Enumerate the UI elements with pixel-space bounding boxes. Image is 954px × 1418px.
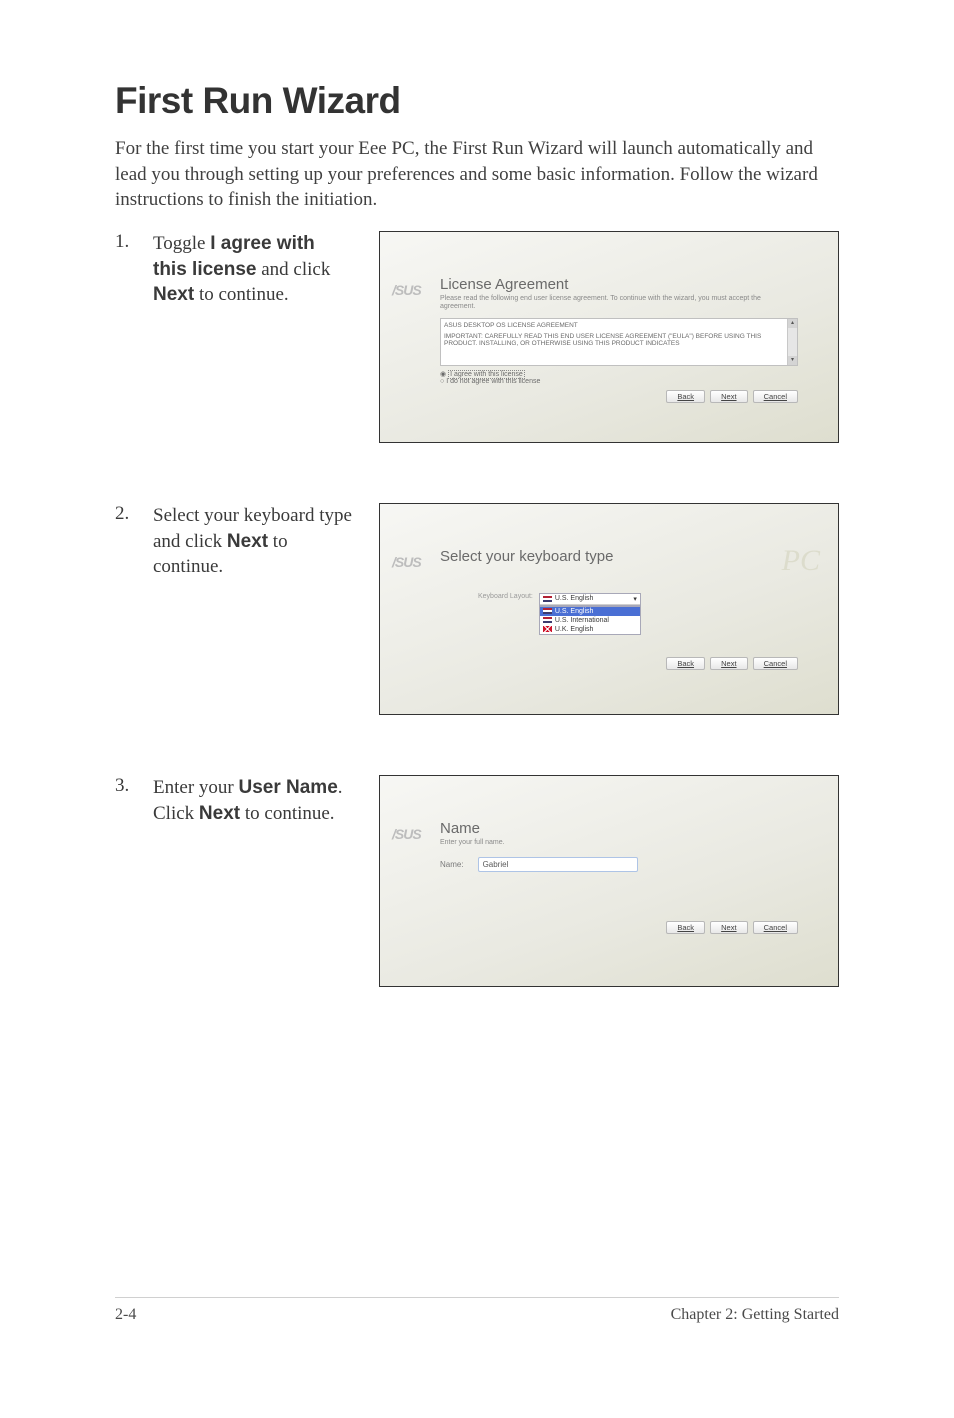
button-row: Back Next Cancel <box>440 657 798 670</box>
radio-group: ◉ I agree with this license ○ I do not a… <box>440 370 798 385</box>
button-row: Back Next Cancel <box>440 390 798 403</box>
name-label: Name: <box>440 860 464 869</box>
chevron-down-icon: ▾ <box>633 595 637 603</box>
button-row: Back Next Cancel <box>440 921 798 934</box>
keyboard-layout-label: Keyboard Layout: <box>478 593 533 600</box>
text: to continue. <box>194 284 288 305</box>
license-panel: License Agreement Please read the follow… <box>440 276 798 414</box>
panel-title: Name <box>440 820 798 837</box>
bold-text: Next <box>227 531 268 552</box>
next-button[interactable]: Next <box>710 921 747 934</box>
eula-line: IMPORTANT: CAREFULLY READ THIS END USER … <box>444 333 794 347</box>
step-number: 3. <box>115 775 135 797</box>
select-value: U.S. English <box>555 595 594 602</box>
option-us-english[interactable]: U.S. English <box>540 607 640 616</box>
page-footer: 2-4 Chapter 2: Getting Started <box>115 1297 839 1324</box>
chapter-label: Chapter 2: Getting Started <box>671 1306 839 1324</box>
eula-line: ASUS DESKTOP OS LICENSE AGREEMENT <box>444 322 794 329</box>
select-head[interactable]: U.S. English ▾ <box>540 594 640 605</box>
screenshot-name: /SUS Name Enter your full name. Name: Ga… <box>379 775 839 987</box>
name-panel: Name Enter your full name. Name: Gabriel… <box>440 820 798 958</box>
cancel-button[interactable]: Cancel <box>753 657 798 670</box>
step-number: 1. <box>115 231 135 253</box>
select-dropdown: U.S. English U.S. International U.K. Eng… <box>539 606 641 635</box>
asus-logo: /SUS <box>392 826 421 842</box>
name-input-row: Name: Gabriel <box>440 857 798 872</box>
step-text: Select your keyboard type and click Next… <box>153 503 361 580</box>
back-button[interactable]: Back <box>666 657 705 670</box>
back-button[interactable]: Back <box>666 921 705 934</box>
scrollbar[interactable]: ▴ ▾ <box>787 319 797 365</box>
page-title: First Run Wizard <box>115 80 839 122</box>
bold-text: Next <box>153 284 194 305</box>
next-button[interactable]: Next <box>710 657 747 670</box>
bold-text: User Name <box>238 777 337 798</box>
option-us-intl[interactable]: U.S. International <box>540 616 640 625</box>
page-number: 2-4 <box>115 1306 136 1324</box>
cancel-button[interactable]: Cancel <box>753 390 798 403</box>
panel-subtitle: Enter your full name. <box>440 839 798 847</box>
scroll-up-icon[interactable]: ▴ <box>788 319 797 328</box>
cancel-button[interactable]: Cancel <box>753 921 798 934</box>
name-input[interactable]: Gabriel <box>478 857 638 872</box>
eula-textbox: ASUS DESKTOP OS LICENSE AGREEMENT IMPORT… <box>440 318 798 366</box>
text: Enter your <box>153 777 238 798</box>
intro-text: For the first time you start your Eee PC… <box>115 136 839 213</box>
flag-us-icon <box>543 617 552 623</box>
keyboard-panel: Select your keyboard type Keyboard Layou… <box>440 548 798 686</box>
step-number: 2. <box>115 503 135 525</box>
flag-uk-icon <box>543 626 552 632</box>
screenshot-license: /SUS License Agreement Please read the f… <box>379 231 839 443</box>
panel-subtitle: Please read the following end user licen… <box>440 295 798 312</box>
screenshot-keyboard: /SUS PC Select your keyboard type Keyboa… <box>379 503 839 715</box>
asus-logo: /SUS <box>392 554 421 570</box>
step-text: Toggle I agree with this license and cli… <box>153 231 361 308</box>
panel-title: Select your keyboard type <box>440 548 798 565</box>
scroll-down-icon[interactable]: ▾ <box>788 356 797 365</box>
page: First Run Wizard For the first time you … <box>0 0 954 1360</box>
bold-text: Next <box>199 803 240 824</box>
next-button[interactable]: Next <box>710 390 747 403</box>
flag-us-icon <box>543 596 552 602</box>
step-3: 3. Enter your User Name. Click Next to c… <box>115 775 839 987</box>
text: and click <box>257 259 331 280</box>
panel-title: License Agreement <box>440 276 798 293</box>
keyboard-select[interactable]: U.S. English ▾ U.S. English U.S. Interna… <box>539 593 641 606</box>
text: Toggle <box>153 233 210 254</box>
back-button[interactable]: Back <box>666 390 705 403</box>
step-2: 2. Select your keyboard type and click N… <box>115 503 839 715</box>
step-text: Enter your User Name. Click Next to cont… <box>153 775 361 826</box>
asus-logo: /SUS <box>392 282 421 298</box>
flag-us-icon <box>543 608 552 614</box>
radio-bullet-icon[interactable]: ◉ <box>440 371 448 378</box>
option-uk-english[interactable]: U.K. English <box>540 625 640 634</box>
radio-disagree[interactable]: I do not agree with this license <box>446 378 540 385</box>
step-1: 1. Toggle I agree with this license and … <box>115 231 839 443</box>
text: to continue. <box>240 803 334 824</box>
